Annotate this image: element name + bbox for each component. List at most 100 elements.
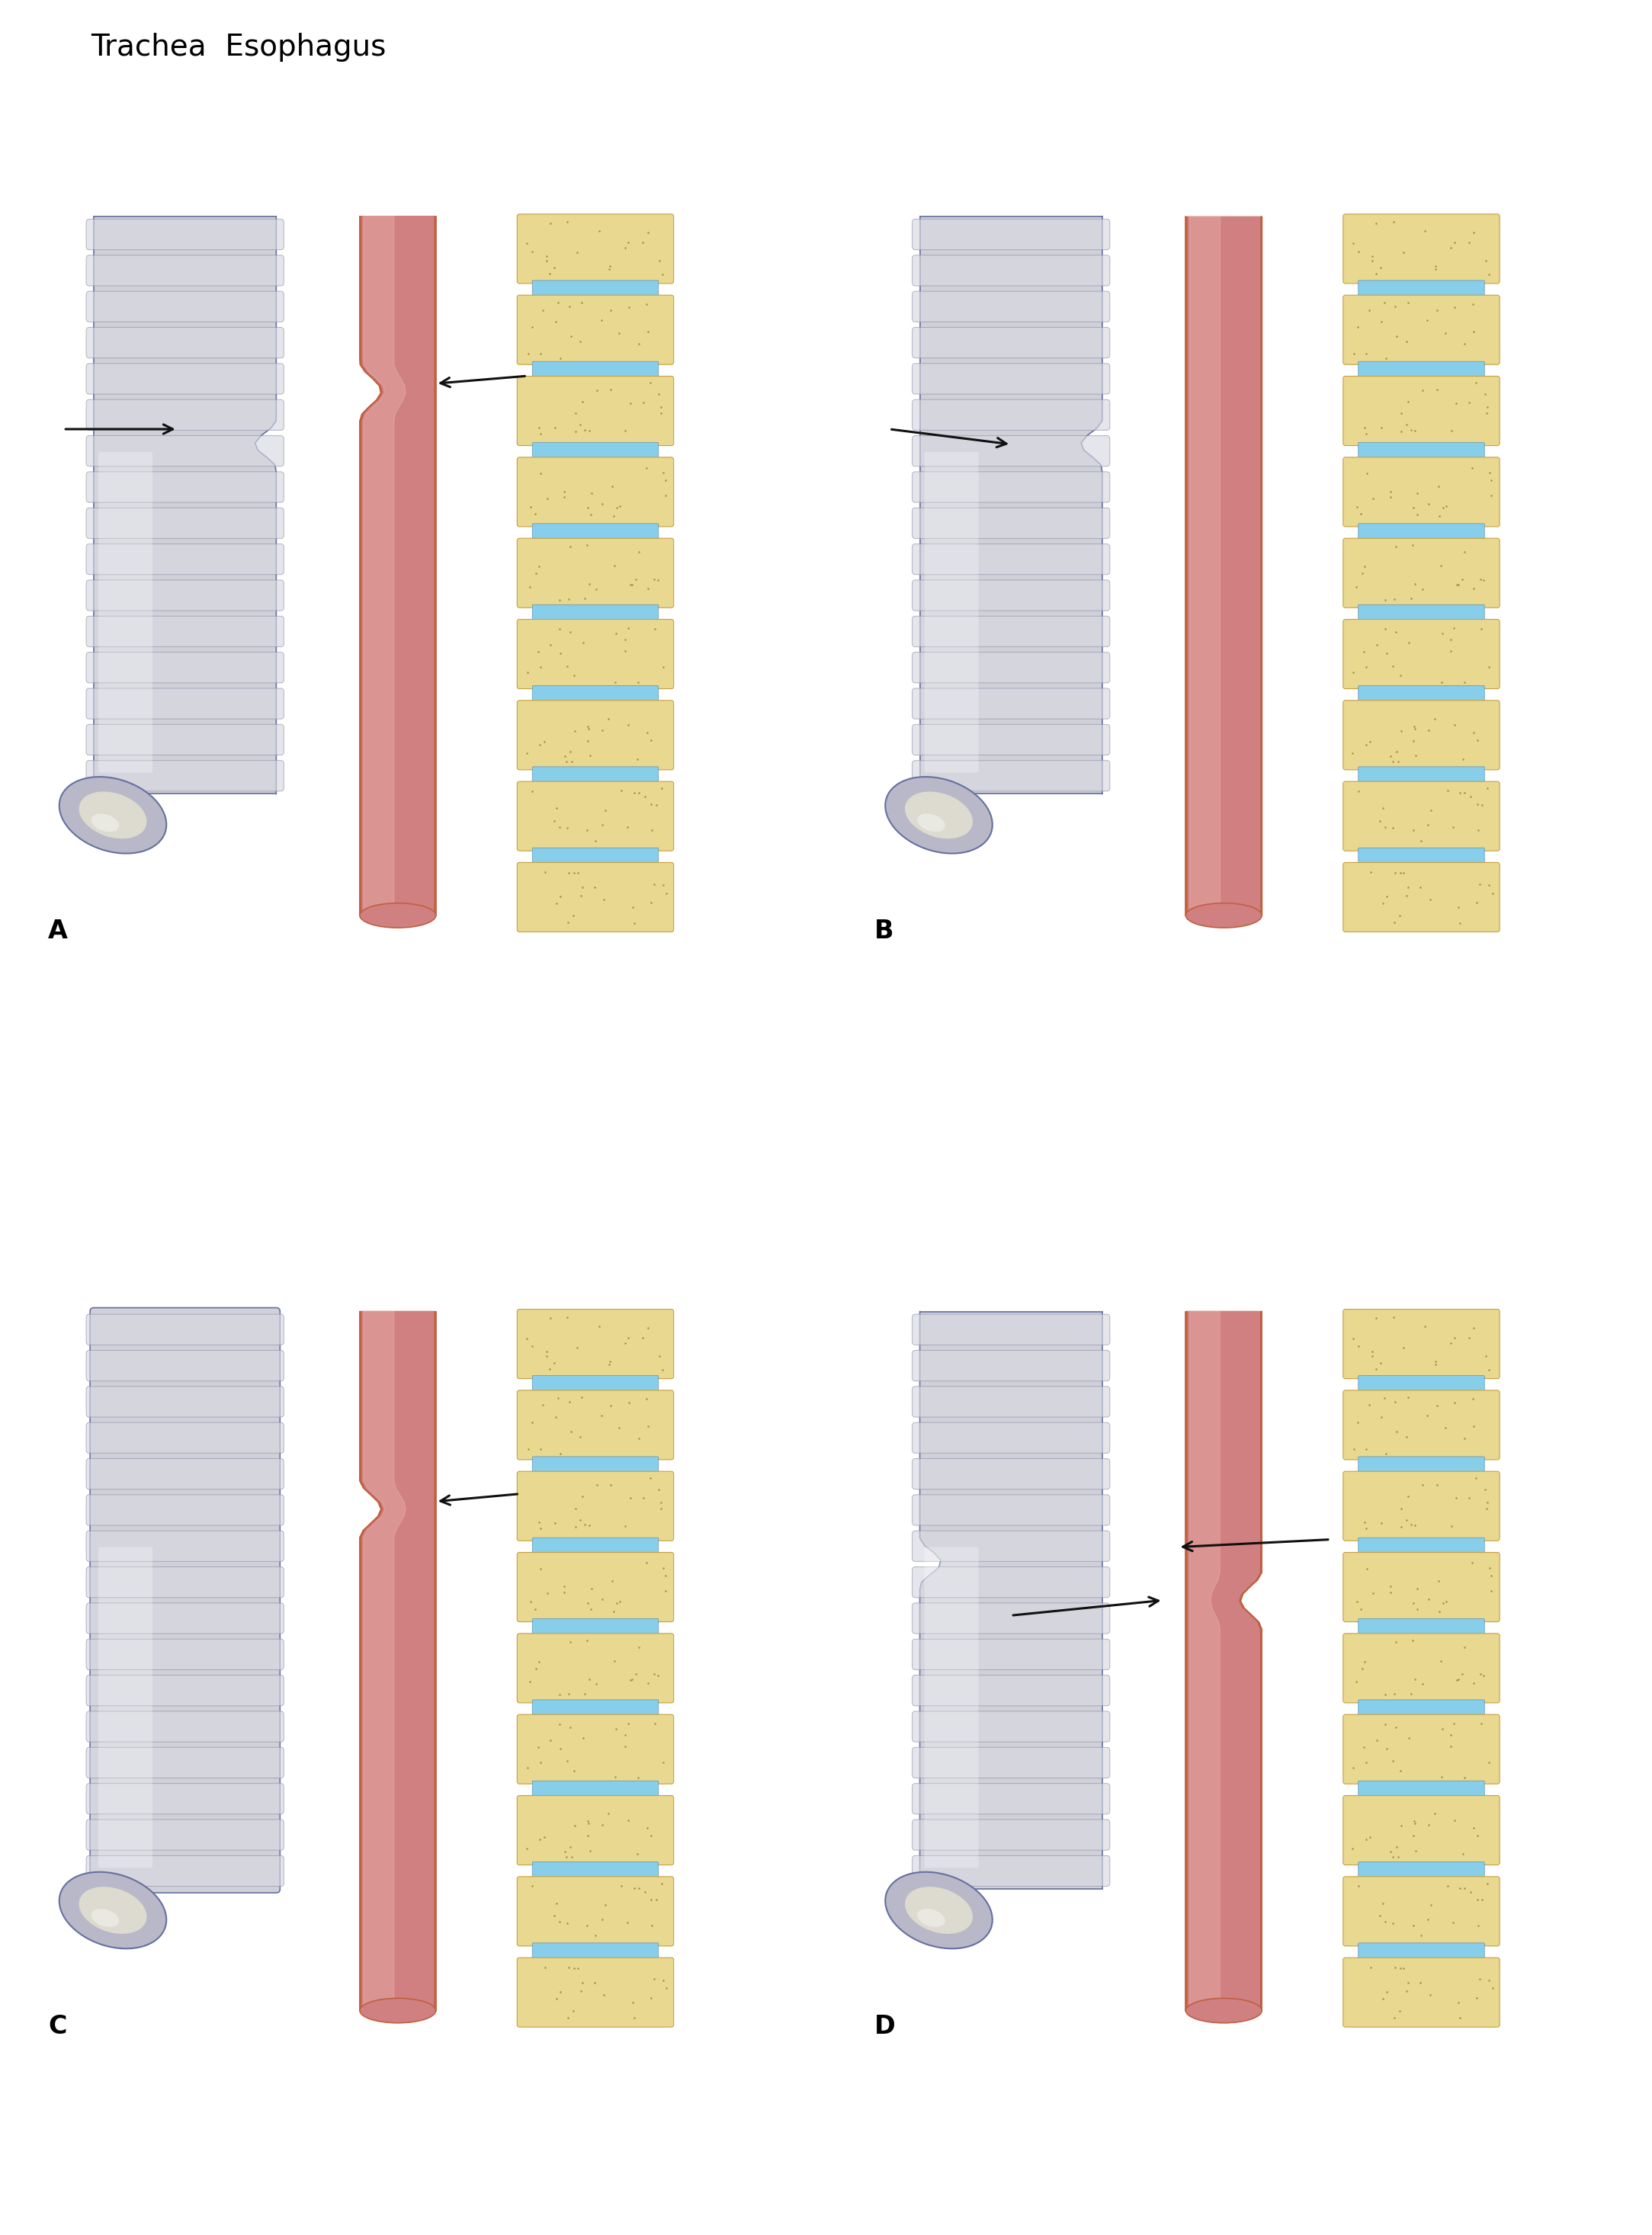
Point xyxy=(1343,568,1370,603)
FancyBboxPatch shape xyxy=(1343,1958,1500,2027)
Point xyxy=(1467,1705,1493,1741)
FancyBboxPatch shape xyxy=(532,1862,659,1880)
FancyBboxPatch shape xyxy=(86,436,284,467)
Point xyxy=(641,1656,667,1692)
Point xyxy=(568,869,595,905)
Point xyxy=(618,568,644,603)
Point xyxy=(1383,1710,1409,1746)
Point xyxy=(641,865,667,901)
Point xyxy=(550,1569,577,1605)
Ellipse shape xyxy=(91,814,119,831)
Point xyxy=(1366,1898,1393,1933)
Point xyxy=(1396,1480,1422,1515)
Point xyxy=(575,1806,601,1842)
Point xyxy=(547,340,573,375)
Point xyxy=(1460,313,1487,349)
Point xyxy=(1422,253,1449,288)
FancyBboxPatch shape xyxy=(925,1547,978,1868)
Point xyxy=(1465,814,1492,849)
Point xyxy=(1477,1549,1503,1585)
Point xyxy=(1399,527,1426,563)
Point xyxy=(1442,1383,1469,1419)
Point xyxy=(555,581,582,617)
Point xyxy=(1467,1960,1493,1996)
Point xyxy=(545,1381,572,1417)
Point xyxy=(519,1868,545,1904)
Point xyxy=(567,407,593,443)
Point xyxy=(621,776,648,811)
Point xyxy=(567,1502,593,1538)
Point xyxy=(573,814,600,849)
Point xyxy=(568,1379,595,1415)
Point xyxy=(633,1381,659,1417)
Point xyxy=(629,226,656,261)
Point xyxy=(519,308,545,344)
Point xyxy=(1412,212,1439,248)
Point xyxy=(615,809,641,845)
Point xyxy=(527,1551,553,1587)
FancyBboxPatch shape xyxy=(912,1819,1110,1851)
Point xyxy=(1388,1808,1414,1844)
FancyBboxPatch shape xyxy=(86,1712,284,1741)
Point xyxy=(1414,807,1441,843)
FancyBboxPatch shape xyxy=(925,451,978,773)
Point xyxy=(596,1343,623,1379)
Point xyxy=(555,905,582,941)
Point xyxy=(611,230,638,266)
Point xyxy=(525,635,552,670)
Point xyxy=(575,708,601,744)
Point xyxy=(620,1661,646,1696)
Point xyxy=(634,1310,661,1345)
FancyBboxPatch shape xyxy=(1343,1795,1500,1864)
Point xyxy=(582,1965,608,2000)
Point xyxy=(1444,384,1470,420)
Point xyxy=(1427,548,1454,583)
Point xyxy=(1394,1965,1421,2000)
Point xyxy=(626,1629,653,1665)
Point xyxy=(1429,489,1455,525)
Point xyxy=(586,1307,613,1343)
FancyBboxPatch shape xyxy=(517,1390,674,1459)
Point xyxy=(517,568,544,603)
Point xyxy=(634,570,661,606)
Point xyxy=(1383,615,1409,650)
Point xyxy=(1474,1491,1500,1527)
Point xyxy=(1381,1676,1408,1712)
Point xyxy=(1450,1759,1477,1795)
Point xyxy=(1384,744,1411,780)
Point xyxy=(1426,1594,1452,1629)
Point xyxy=(553,744,580,780)
Point xyxy=(1401,1585,1427,1620)
Point xyxy=(542,304,568,340)
Point xyxy=(606,489,633,525)
Point xyxy=(1368,250,1394,286)
Point xyxy=(606,1410,633,1446)
FancyBboxPatch shape xyxy=(532,523,659,541)
Point xyxy=(615,1319,641,1354)
Point xyxy=(544,1886,570,1922)
Point xyxy=(553,1906,580,1942)
Point xyxy=(1384,1839,1411,1875)
Point xyxy=(1368,1399,1394,1435)
Point xyxy=(1358,1949,1384,1985)
FancyBboxPatch shape xyxy=(99,451,152,773)
FancyBboxPatch shape xyxy=(517,782,674,852)
Point xyxy=(618,1663,644,1699)
Point xyxy=(611,621,638,657)
FancyBboxPatch shape xyxy=(517,1553,674,1623)
Point xyxy=(572,411,598,447)
Point xyxy=(1343,489,1370,525)
Point xyxy=(1452,1421,1479,1457)
Point xyxy=(595,1797,621,1833)
Point xyxy=(590,1580,616,1616)
Point xyxy=(562,396,588,431)
Point xyxy=(1386,1994,1412,2029)
Point xyxy=(1398,581,1424,617)
Point xyxy=(1465,1909,1492,1944)
Point xyxy=(626,326,653,362)
Point xyxy=(1460,215,1487,250)
Point xyxy=(1475,1962,1502,1998)
Point xyxy=(1368,409,1394,445)
FancyBboxPatch shape xyxy=(86,1855,284,1886)
Point xyxy=(644,1658,671,1694)
